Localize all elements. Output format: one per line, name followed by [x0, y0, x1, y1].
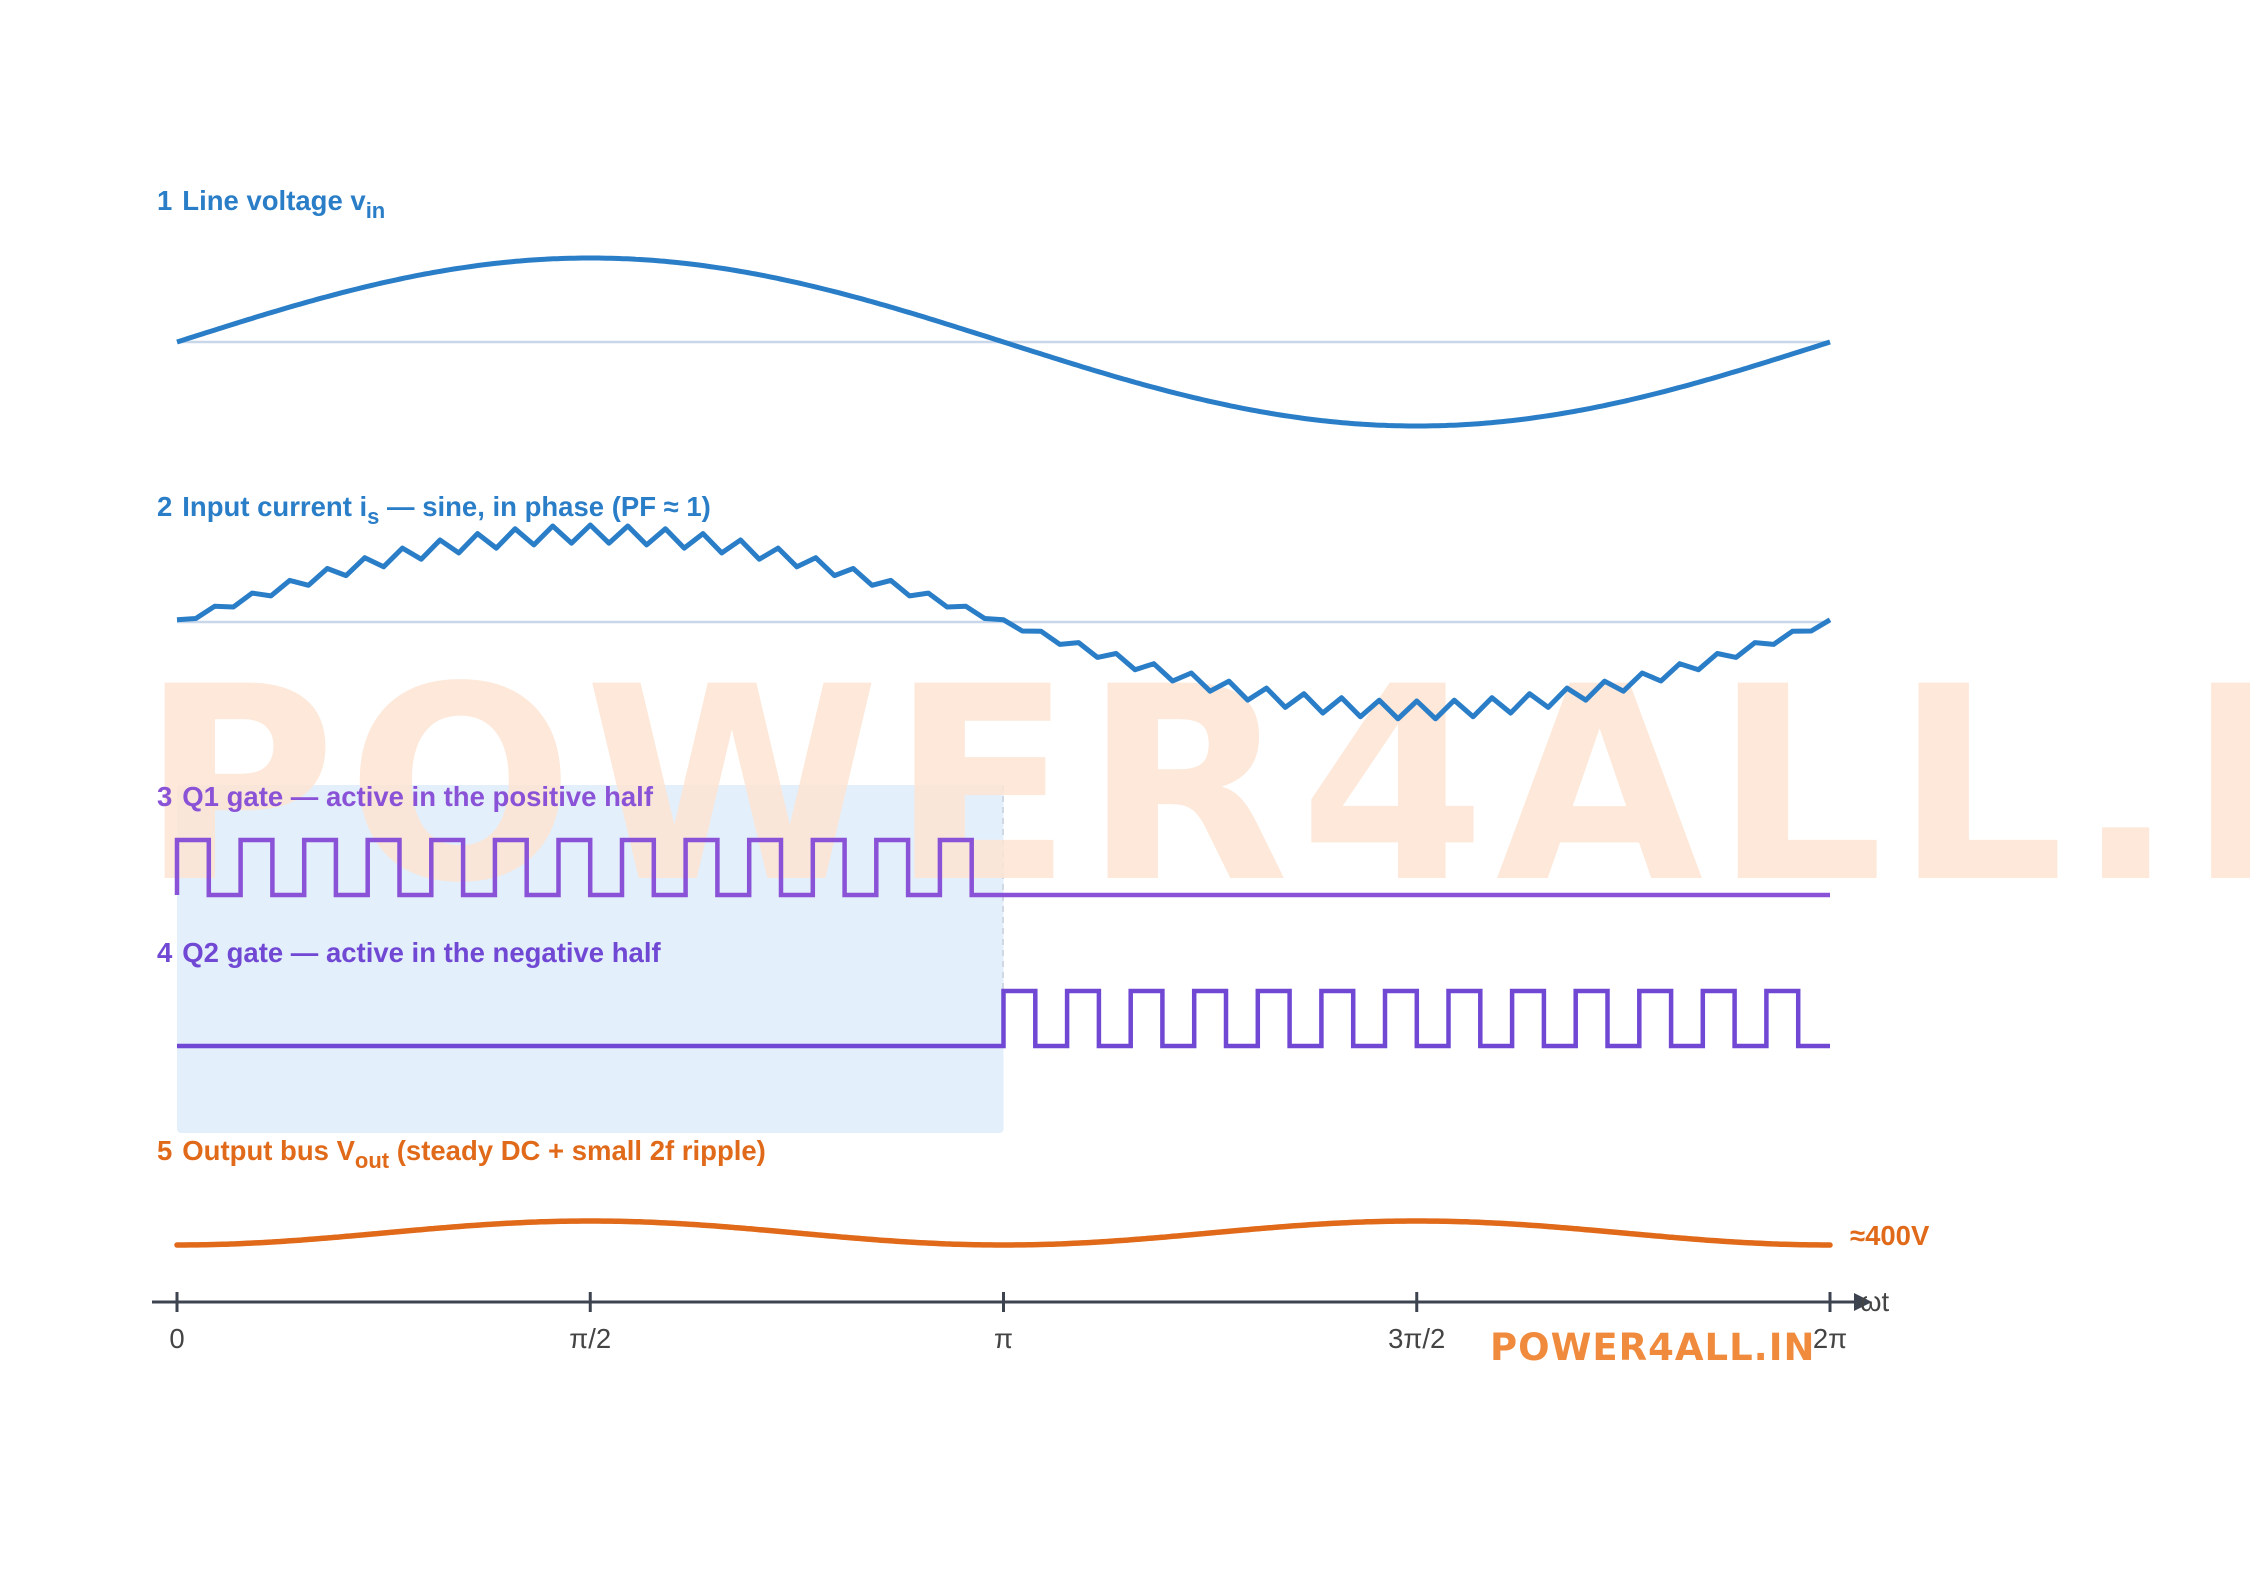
panel-5-subscript: out — [355, 1148, 390, 1173]
axis-ticks: 0 π/2 π 3π/2 2π — [169, 1292, 1847, 1354]
input-current-trace — [176, 522, 1832, 722]
output-level-label: ≈400V — [1850, 1220, 1930, 1251]
panel-1-label: 1 Line voltage vin — [157, 185, 385, 223]
axis-tick-label: 2π — [1813, 1323, 1847, 1354]
axis-tick-label: π/2 — [569, 1323, 611, 1354]
axis-tick-label: 0 — [169, 1323, 184, 1354]
panel-5-label: 5 Output bus Vout (steady DC + small 2f r… — [157, 1135, 766, 1173]
panel-5-title: Output bus V — [182, 1135, 355, 1166]
panel-2-rest: — sine, in phase (PF ≈ 1) — [379, 491, 710, 522]
panel-1-number: 1 — [157, 185, 172, 216]
panel-3-number: 3 — [157, 781, 172, 812]
q1-gate-trace — [174, 837, 1830, 898]
panel-3-label: 3 Q1 gate — active in the positive half — [157, 781, 654, 812]
panel-4-title: Q2 gate — active in the negative half — [182, 937, 661, 968]
axis-tick-label: 3π/2 — [1388, 1323, 1445, 1354]
output-bus-trace — [174, 1218, 1833, 1248]
watermark-logo: POWER4ALL.IN — [140, 630, 2250, 942]
time-axis-label: ωt — [1860, 1286, 1889, 1317]
line-voltage-trace — [176, 255, 1831, 429]
panel-5-rest: (steady DC + small 2f ripple) — [389, 1135, 766, 1166]
axis-tick-label: π — [994, 1323, 1013, 1354]
panel-2-subscript: s — [367, 504, 379, 529]
time-axis-arrowhead — [1854, 1293, 1872, 1311]
q2-gate-trace — [177, 988, 1830, 1049]
panel-1-title: Line voltage v — [182, 185, 366, 216]
panel-4-number: 4 — [157, 937, 173, 968]
panel-2-number: 2 — [157, 491, 172, 522]
panel-1-subscript: in — [366, 198, 386, 223]
watermark-small: POWER4ALL.IN — [1490, 1326, 1815, 1369]
panel-2-title: Input current i — [182, 491, 367, 522]
panel-2-label: 2 Input current is — sine, in phase (PF ≈… — [157, 491, 711, 529]
panel-4-label: 4 Q2 gate — active in the negative half — [157, 937, 661, 968]
panel-5-number: 5 — [157, 1135, 172, 1166]
panel-3-title: Q1 gate — active in the positive half — [182, 781, 654, 812]
